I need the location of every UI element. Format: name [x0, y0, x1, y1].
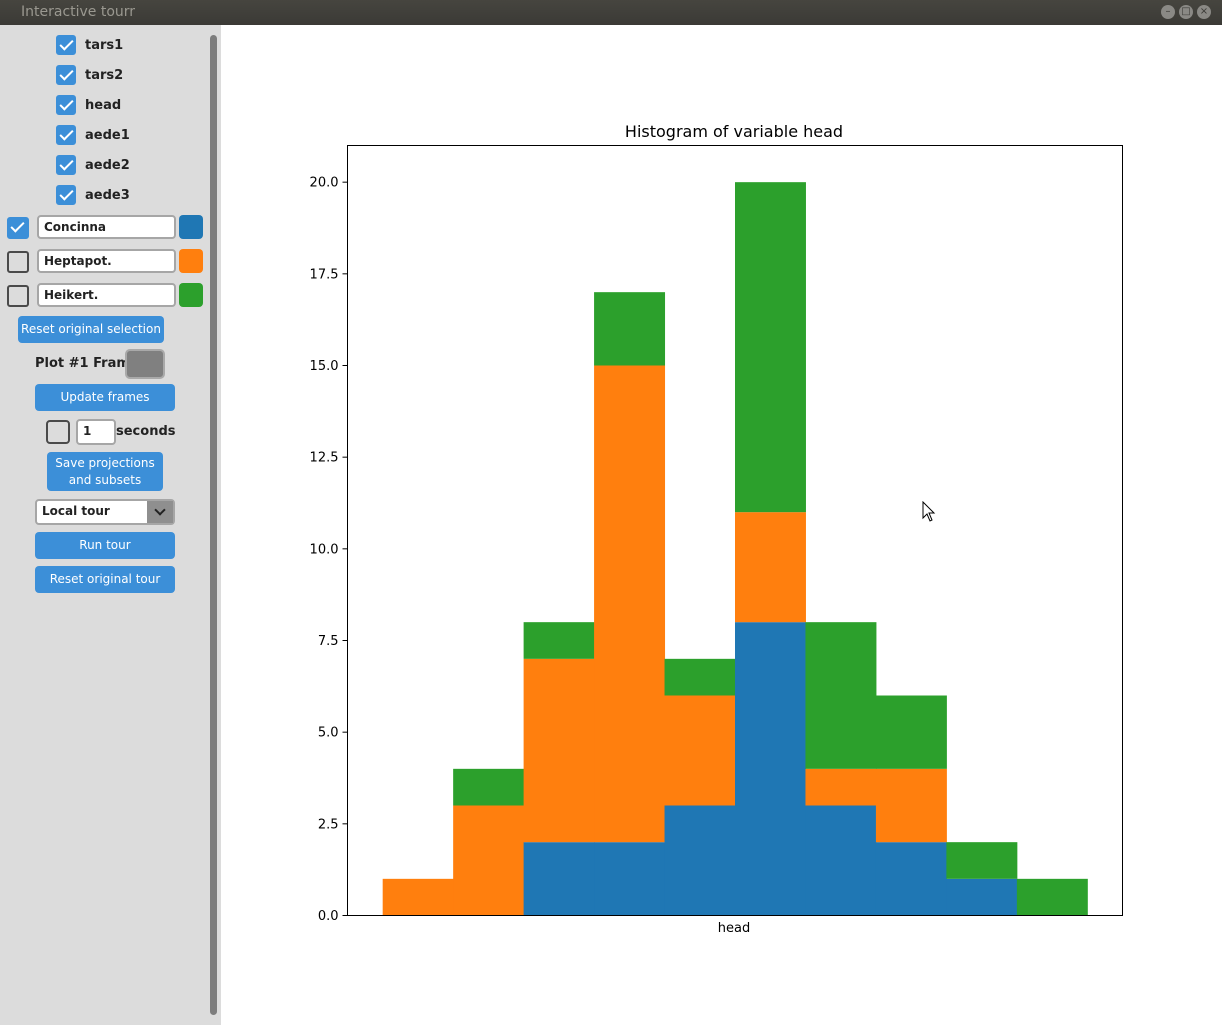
subset-color-swatch-heikert[interactable]	[179, 283, 203, 307]
y-tick-label: 10.0	[310, 542, 339, 557]
chart-title: Histogram of variable head	[625, 122, 843, 141]
seconds-label: seconds	[116, 424, 176, 439]
seconds-input[interactable]: 1	[76, 419, 116, 445]
histogram-bar-concinna-bin-7	[805, 805, 877, 916]
x-axis-label: head	[718, 921, 750, 936]
histogram-bar-heptapot-bin-3	[523, 658, 595, 843]
histogram-bar-heikert-bin-4	[594, 292, 666, 366]
window-titlebar: Interactive tourr – □ ×	[0, 0, 1222, 25]
histogram-bar-concinna-bin-6	[735, 622, 806, 916]
y-tick-label: 0.0	[318, 909, 339, 924]
reset-original-selection-button[interactable]: Reset original selection	[18, 316, 164, 343]
minimize-icon[interactable]: –	[1161, 5, 1175, 19]
histogram-bar-heikert-bin-10	[1016, 878, 1088, 916]
subset-name-input-heikert[interactable]: Heikert.	[37, 283, 176, 307]
histogram-bar-concinna-bin-4	[594, 842, 666, 916]
tour-type-select-value: Local tour	[42, 504, 110, 518]
histogram-bar-heikert-bin-8	[875, 695, 947, 769]
subset-color-swatch-heptapot[interactable]	[179, 249, 203, 273]
histogram-bar-heptapot-bin-8	[875, 768, 947, 843]
tour-type-select[interactable]: Local tour	[35, 499, 175, 525]
run-tour-button[interactable]: Run tour	[35, 532, 175, 559]
histogram-bar-heikert-bin-3	[523, 622, 595, 659]
histogram-bar-heikert-bin-6	[735, 182, 806, 513]
plot-area-frame	[347, 145, 1123, 916]
variable-checkbox-tars2[interactable]	[56, 65, 76, 85]
histogram-bar-concinna-bin-9	[946, 878, 1018, 916]
subset-color-swatch-concinna[interactable]	[179, 215, 203, 239]
histogram-bar-heptapot-bin-7	[805, 768, 877, 806]
histogram-bar-heikert-bin-2	[453, 768, 525, 806]
histogram-bar-heptapot-bin-4	[594, 365, 666, 843]
histogram-bar-concinna-bin-3	[523, 842, 595, 916]
variable-checkbox-tars1[interactable]	[56, 35, 76, 55]
save-projections-button[interactable]: Save projections and subsets	[47, 452, 163, 491]
plot-frame-label: Plot #1 Frame	[35, 356, 139, 371]
sidebar-scrollbar[interactable]	[210, 35, 217, 1015]
chevron-down-icon[interactable]	[147, 501, 173, 523]
y-tick-label: 17.5	[310, 267, 339, 282]
variable-label-tars1: tars1	[85, 38, 124, 53]
close-icon[interactable]: ×	[1197, 5, 1211, 19]
maximize-icon[interactable]: □	[1179, 5, 1193, 19]
histogram-bar-heikert-bin-7	[805, 622, 877, 769]
variable-label-aede1: aede1	[85, 128, 130, 143]
update-frames-button[interactable]: Update frames	[35, 384, 175, 411]
variable-checkbox-aede2[interactable]	[56, 155, 76, 175]
auto-update-checkbox[interactable]	[46, 420, 70, 444]
variable-label-head: head	[85, 98, 122, 113]
subset-name-input-concinna[interactable]: Concinna	[37, 215, 176, 239]
control-sidebar	[0, 25, 221, 1025]
histogram-bar-concinna-bin-5	[664, 805, 736, 916]
subset-checkbox-heikert[interactable]	[7, 285, 29, 307]
variable-label-tars2: tars2	[85, 68, 124, 83]
reset-original-tour-button[interactable]: Reset original tour	[35, 566, 175, 593]
variable-label-aede2: aede2	[85, 158, 130, 173]
subset-checkbox-concinna[interactable]	[7, 217, 29, 239]
histogram-bar-heikert-bin-9	[946, 842, 1018, 879]
variable-label-aede3: aede3	[85, 188, 130, 203]
mouse-pointer-icon	[922, 501, 936, 522]
y-tick-label: 7.5	[318, 634, 339, 649]
subset-name-input-heptapot[interactable]: Heptapot.	[37, 249, 176, 273]
y-tick-label: 5.0	[318, 726, 339, 741]
variable-checkbox-aede3[interactable]	[56, 185, 76, 205]
plot-frame-color-swatch[interactable]	[125, 349, 165, 379]
variable-checkbox-aede1[interactable]	[56, 125, 76, 145]
y-tick-label: 12.5	[310, 451, 339, 466]
y-axis: 0.0 2.5 5.0 7.5 10.0 12.5 15.0 17.5 20.0	[310, 176, 348, 924]
subset-checkbox-heptapot[interactable]	[7, 251, 29, 273]
y-tick-label: 20.0	[310, 176, 339, 191]
window-title: Interactive tourr	[21, 4, 136, 20]
variable-checkbox-head[interactable]	[56, 95, 76, 115]
histogram-bar-heptapot-bin-1	[382, 878, 454, 916]
histogram-bar-heptapot-bin-2	[453, 805, 525, 916]
y-tick-label: 15.0	[310, 359, 339, 374]
histogram-bar-heptapot-bin-6	[735, 512, 806, 623]
bar-group	[382, 182, 1088, 916]
y-tick-label: 2.5	[318, 817, 339, 832]
histogram-bar-heikert-bin-5	[664, 658, 736, 696]
histogram-bar-concinna-bin-8	[875, 842, 947, 916]
histogram-bar-heptapot-bin-5	[664, 695, 736, 806]
